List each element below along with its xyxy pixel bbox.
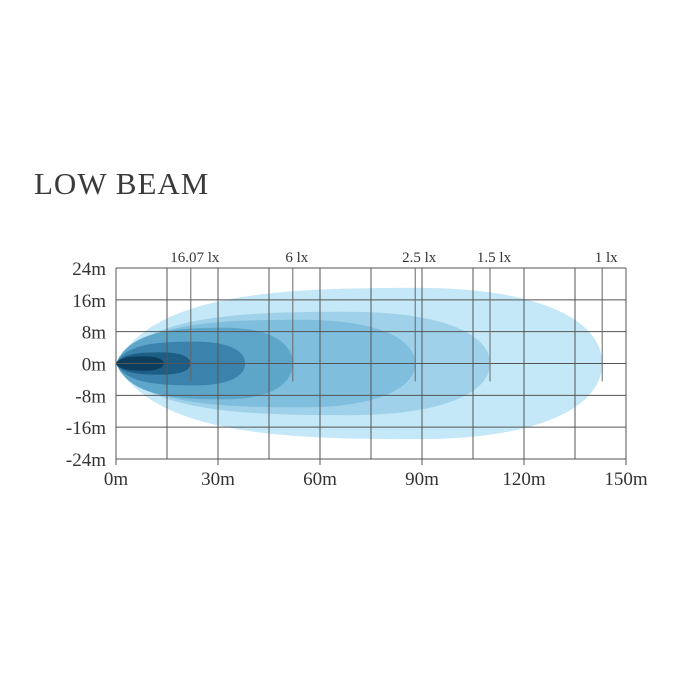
- x-tick-label: 90m: [405, 469, 439, 490]
- isolux-label: 1.5 lx: [477, 250, 512, 266]
- isolux-label: 2.5 lx: [402, 250, 437, 266]
- y-tick-label: -24m: [66, 450, 106, 471]
- x-tick-label: 150m: [604, 469, 648, 490]
- x-tick-label: 30m: [201, 469, 235, 490]
- chart-title: LOW BEAM: [34, 166, 210, 201]
- y-tick-label: 0m: [82, 355, 107, 376]
- isolux-label: 6 lx: [285, 250, 308, 266]
- isolux-label: 1 lx: [595, 250, 618, 266]
- isolux-label: 16.07 lx: [170, 250, 220, 266]
- y-tick-label: 24m: [72, 259, 106, 280]
- isolux-markers: [190, 268, 603, 382]
- x-axis-ticks: 0m 30m 60m 90m 120m 150m: [104, 469, 648, 490]
- x-tick-label: 0m: [104, 469, 129, 490]
- x-tick-label: 60m: [303, 469, 337, 490]
- grid-lines: [115, 267, 627, 465]
- isolux-labels: 16.07 lx 6 lx 2.5 lx 1.5 lx 1 lx: [170, 250, 618, 266]
- y-axis-ticks: 24m 16m 8m 0m -8m -16m -24m: [66, 259, 106, 471]
- y-tick-label: -8m: [75, 386, 106, 407]
- x-tick-label: 120m: [502, 469, 546, 490]
- y-tick-label: -16m: [66, 418, 106, 439]
- y-tick-label: 16m: [72, 291, 106, 312]
- y-tick-label: 8m: [82, 323, 107, 344]
